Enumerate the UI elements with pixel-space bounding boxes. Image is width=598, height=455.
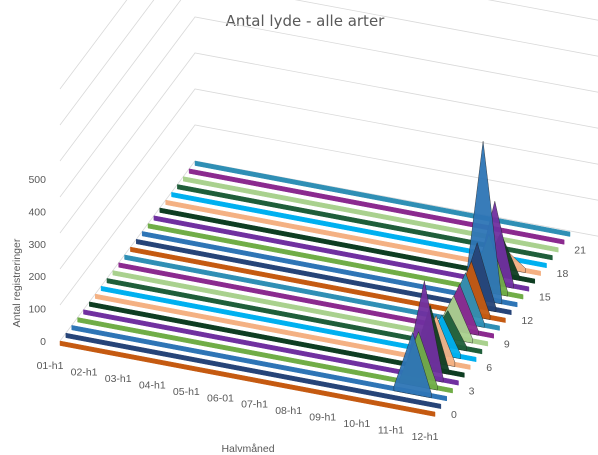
wall-gridline (59, 16, 598, 198)
x-tick-label: 05-h1 (173, 386, 200, 398)
y-tick-label: 400 (28, 206, 46, 218)
peak-areas (393, 141, 526, 399)
series-ribbon-h0 (59, 340, 436, 417)
y-tick-label: 500 (28, 174, 46, 186)
x-tick-label: 08-h1 (275, 405, 302, 417)
series-ribbon-h6 (94, 293, 471, 370)
z-tick-label: 6 (486, 362, 492, 374)
series-ribbon-h10 (118, 262, 494, 339)
series-ribbon-h11 (124, 254, 500, 331)
y-tick-label: 200 (28, 271, 46, 283)
y-tick-label: 300 (28, 239, 46, 251)
wall-gridline (59, 124, 598, 306)
x-tick-label: 06-01 (207, 392, 234, 404)
z-tick-label: 3 (469, 386, 475, 398)
peak-area-h2 (393, 331, 432, 399)
x-tick-label: 01-h1 (37, 360, 64, 372)
series-ribbon-h21 (183, 176, 559, 253)
series-ribbon-h4 (83, 309, 459, 386)
z-tick-label: 15 (539, 292, 551, 304)
z-tick-label: 18 (557, 268, 569, 280)
series-ribbon-h20 (177, 184, 553, 261)
wall-gridline (59, 0, 128, 90)
series-ribbon-h13 (136, 238, 512, 316)
series-ribbon-h5 (89, 301, 465, 378)
z-tick-label: 0 (451, 409, 457, 421)
series-ribbon-h16 (153, 215, 530, 292)
series-ribbon-h8 (106, 278, 483, 355)
x-axis-label: Halvmåned (221, 443, 274, 455)
series-ribbon-h3 (77, 317, 453, 394)
wall-gridline (59, 0, 598, 162)
x-tick-label: 10-h1 (343, 418, 370, 430)
y-tick-labels: 0 100 200 300 400 500 (28, 174, 46, 348)
wall-gridline (59, 52, 598, 234)
x-tick-labels: 01-h1 02-h1 03-h1 04-h1 05-h1 06-01 07-h1 08-h1… (37, 360, 439, 443)
y-tick-label: 0 (40, 336, 46, 348)
z-tick-label: 9 (504, 339, 510, 351)
x-tick-label: 02-h1 (71, 366, 98, 378)
x-tick-label: 04-h1 (139, 379, 166, 391)
series-ribbon-h9 (112, 270, 489, 347)
y-axis-label: Antal registreringer (11, 238, 23, 327)
series-ribbon-h2 (71, 325, 447, 402)
z-tick-label: 21 (574, 245, 586, 257)
x-tick-label: 07-h1 (241, 399, 268, 411)
wall-gridline (59, 0, 598, 126)
series-ribbon-h15 (147, 223, 524, 300)
x-tick-label: 12-h1 (412, 431, 439, 443)
x-tick-label: 09-h1 (309, 412, 336, 424)
series-ribbon-h19 (171, 192, 547, 269)
z-tick-label: 12 (521, 315, 533, 327)
series-ribbon-h12 (130, 246, 506, 323)
series-ribbon-h22 (188, 168, 565, 245)
x-tick-label: 03-h1 (105, 373, 132, 385)
series-ribbon-h1 (65, 332, 442, 409)
series-ribbon-h18 (165, 199, 541, 276)
chart-title: Antal lyde - alle arter (226, 12, 386, 30)
y-tick-label: 100 (28, 304, 46, 316)
series-ribbon-h17 (159, 207, 536, 284)
series-ribbon-h7 (100, 285, 477, 363)
x-tick-label: 11-h1 (378, 425, 404, 437)
wall-gridline (59, 88, 598, 270)
